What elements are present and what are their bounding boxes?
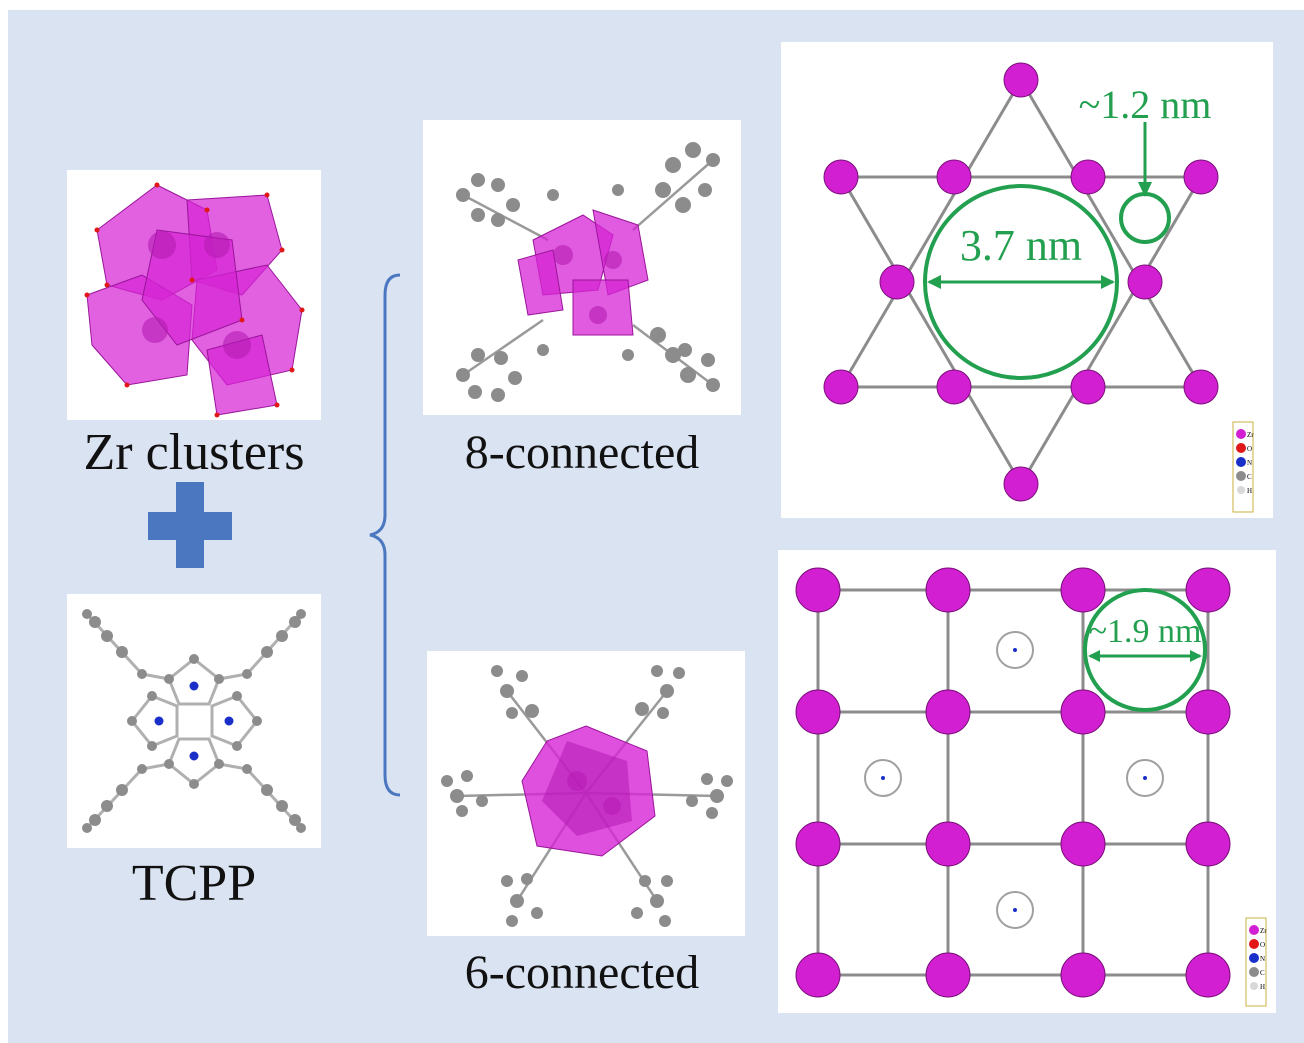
six-connected-label: 6-connected (464, 946, 700, 999)
element-legend: Zr O N C H (1232, 421, 1254, 513)
plus-icon-bar (148, 512, 232, 540)
legend-o: O (1247, 445, 1252, 453)
legend2-zr: Zr (1260, 927, 1267, 935)
brace-icon (369, 273, 401, 797)
tcpp-label: TCPP (131, 855, 257, 912)
legend-c: C (1247, 473, 1252, 481)
legend-zr: Zr (1247, 431, 1254, 439)
square-pore-label: ~1.9 nm (1089, 613, 1202, 650)
zr-cluster-image (67, 170, 321, 420)
small-pore-label: ~1.2 nm (1079, 82, 1212, 127)
eight-connected-image (423, 120, 741, 415)
element-legend-2: Zr O N C H (1245, 917, 1267, 1007)
legend2-o: O (1260, 941, 1265, 949)
eight-connected-label: 8-connected (464, 426, 700, 479)
kagome-framework-image: 3.7 nm ~1.2 nm Zr O N C H (781, 42, 1273, 518)
square-framework-image: ~1.9 nm Zr O N C H (778, 550, 1276, 1013)
large-pore-label: 3.7 nm (960, 221, 1082, 270)
legend-h: H (1247, 487, 1252, 495)
six-connected-image (427, 651, 745, 936)
legend2-c: C (1260, 969, 1265, 977)
legend2-n: N (1260, 955, 1265, 963)
tcpp-molecule-image (67, 594, 321, 848)
legend-n: N (1247, 459, 1252, 467)
zr-clusters-label: Zr clusters (83, 424, 305, 481)
legend2-h: H (1260, 983, 1265, 991)
